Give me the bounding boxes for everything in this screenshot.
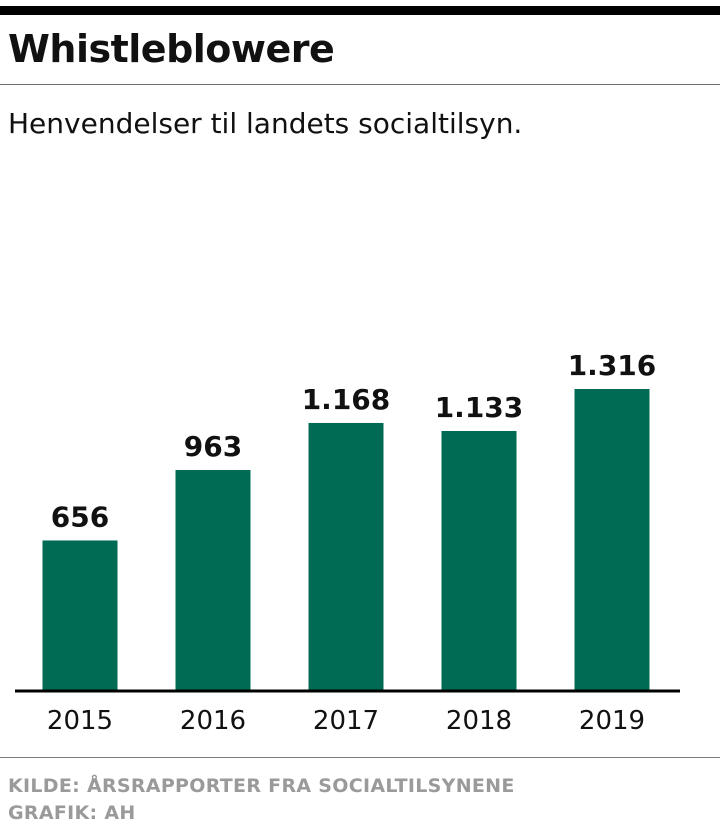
x-tick-label-2017: 2017: [313, 706, 379, 736]
source-note: KILDE: ÅRSRAPPORTER FRA SOCIALTILSYNENE: [8, 775, 515, 797]
bar-2018: [441, 430, 517, 691]
value-label-2017: 1.168: [302, 383, 391, 416]
x-tick-label-2016: 2016: [180, 706, 246, 736]
top-rule: [0, 6, 720, 15]
x-tick-label-2019: 2019: [579, 706, 645, 736]
bar-2016: [175, 470, 251, 691]
title-divider: [0, 84, 720, 85]
x-tick-label-2018: 2018: [446, 706, 512, 736]
value-label-2015: 656: [51, 500, 109, 533]
x-tick-label-2015: 2015: [47, 706, 113, 736]
bar-2015: [42, 540, 118, 691]
value-label-2019: 1.316: [568, 349, 657, 382]
chart-title: Whistleblowere: [8, 27, 335, 71]
chart-subtitle: Henvendelser til landets socialtilsyn.: [8, 107, 523, 140]
bar-chart: 656 2015 963 2016 1.168 2017 1.133 2018 1.316 201…: [15, 349, 680, 736]
footer-divider: [0, 757, 720, 758]
value-label-2016: 963: [184, 430, 242, 463]
value-label-2018: 1.133: [435, 391, 524, 424]
bar-2019: [574, 389, 650, 691]
bar-2017: [308, 422, 384, 691]
credit-note: GRAFIK: AH: [8, 802, 136, 824]
